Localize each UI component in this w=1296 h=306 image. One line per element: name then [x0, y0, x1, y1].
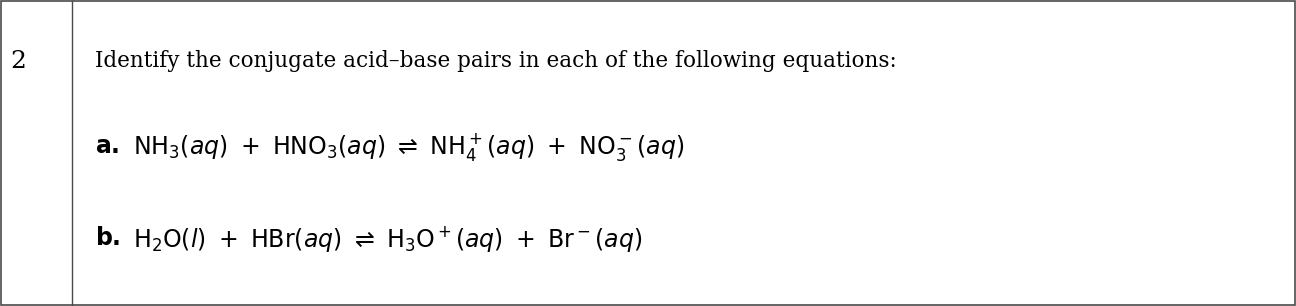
- Text: $\mathbf{a.}$: $\mathbf{a.}$: [95, 135, 119, 159]
- Text: 2: 2: [10, 50, 26, 73]
- Text: $\mathrm{NH_3}(\mathit{aq})\ +\ \mathrm{HNO_3}(\mathit{aq})\ \rightleftharpoons\: $\mathrm{NH_3}(\mathit{aq})\ +\ \mathrm{…: [133, 131, 684, 163]
- Text: Identify the conjugate acid–base pairs in each of the following equations:: Identify the conjugate acid–base pairs i…: [95, 50, 897, 72]
- Text: $\mathbf{b.}$: $\mathbf{b.}$: [95, 227, 121, 250]
- Text: $\mathrm{H_2O}(\mathit{l})\ +\ \mathrm{HBr}(\mathit{aq})\ \rightleftharpoons\ \m: $\mathrm{H_2O}(\mathit{l})\ +\ \mathrm{H…: [133, 224, 643, 254]
